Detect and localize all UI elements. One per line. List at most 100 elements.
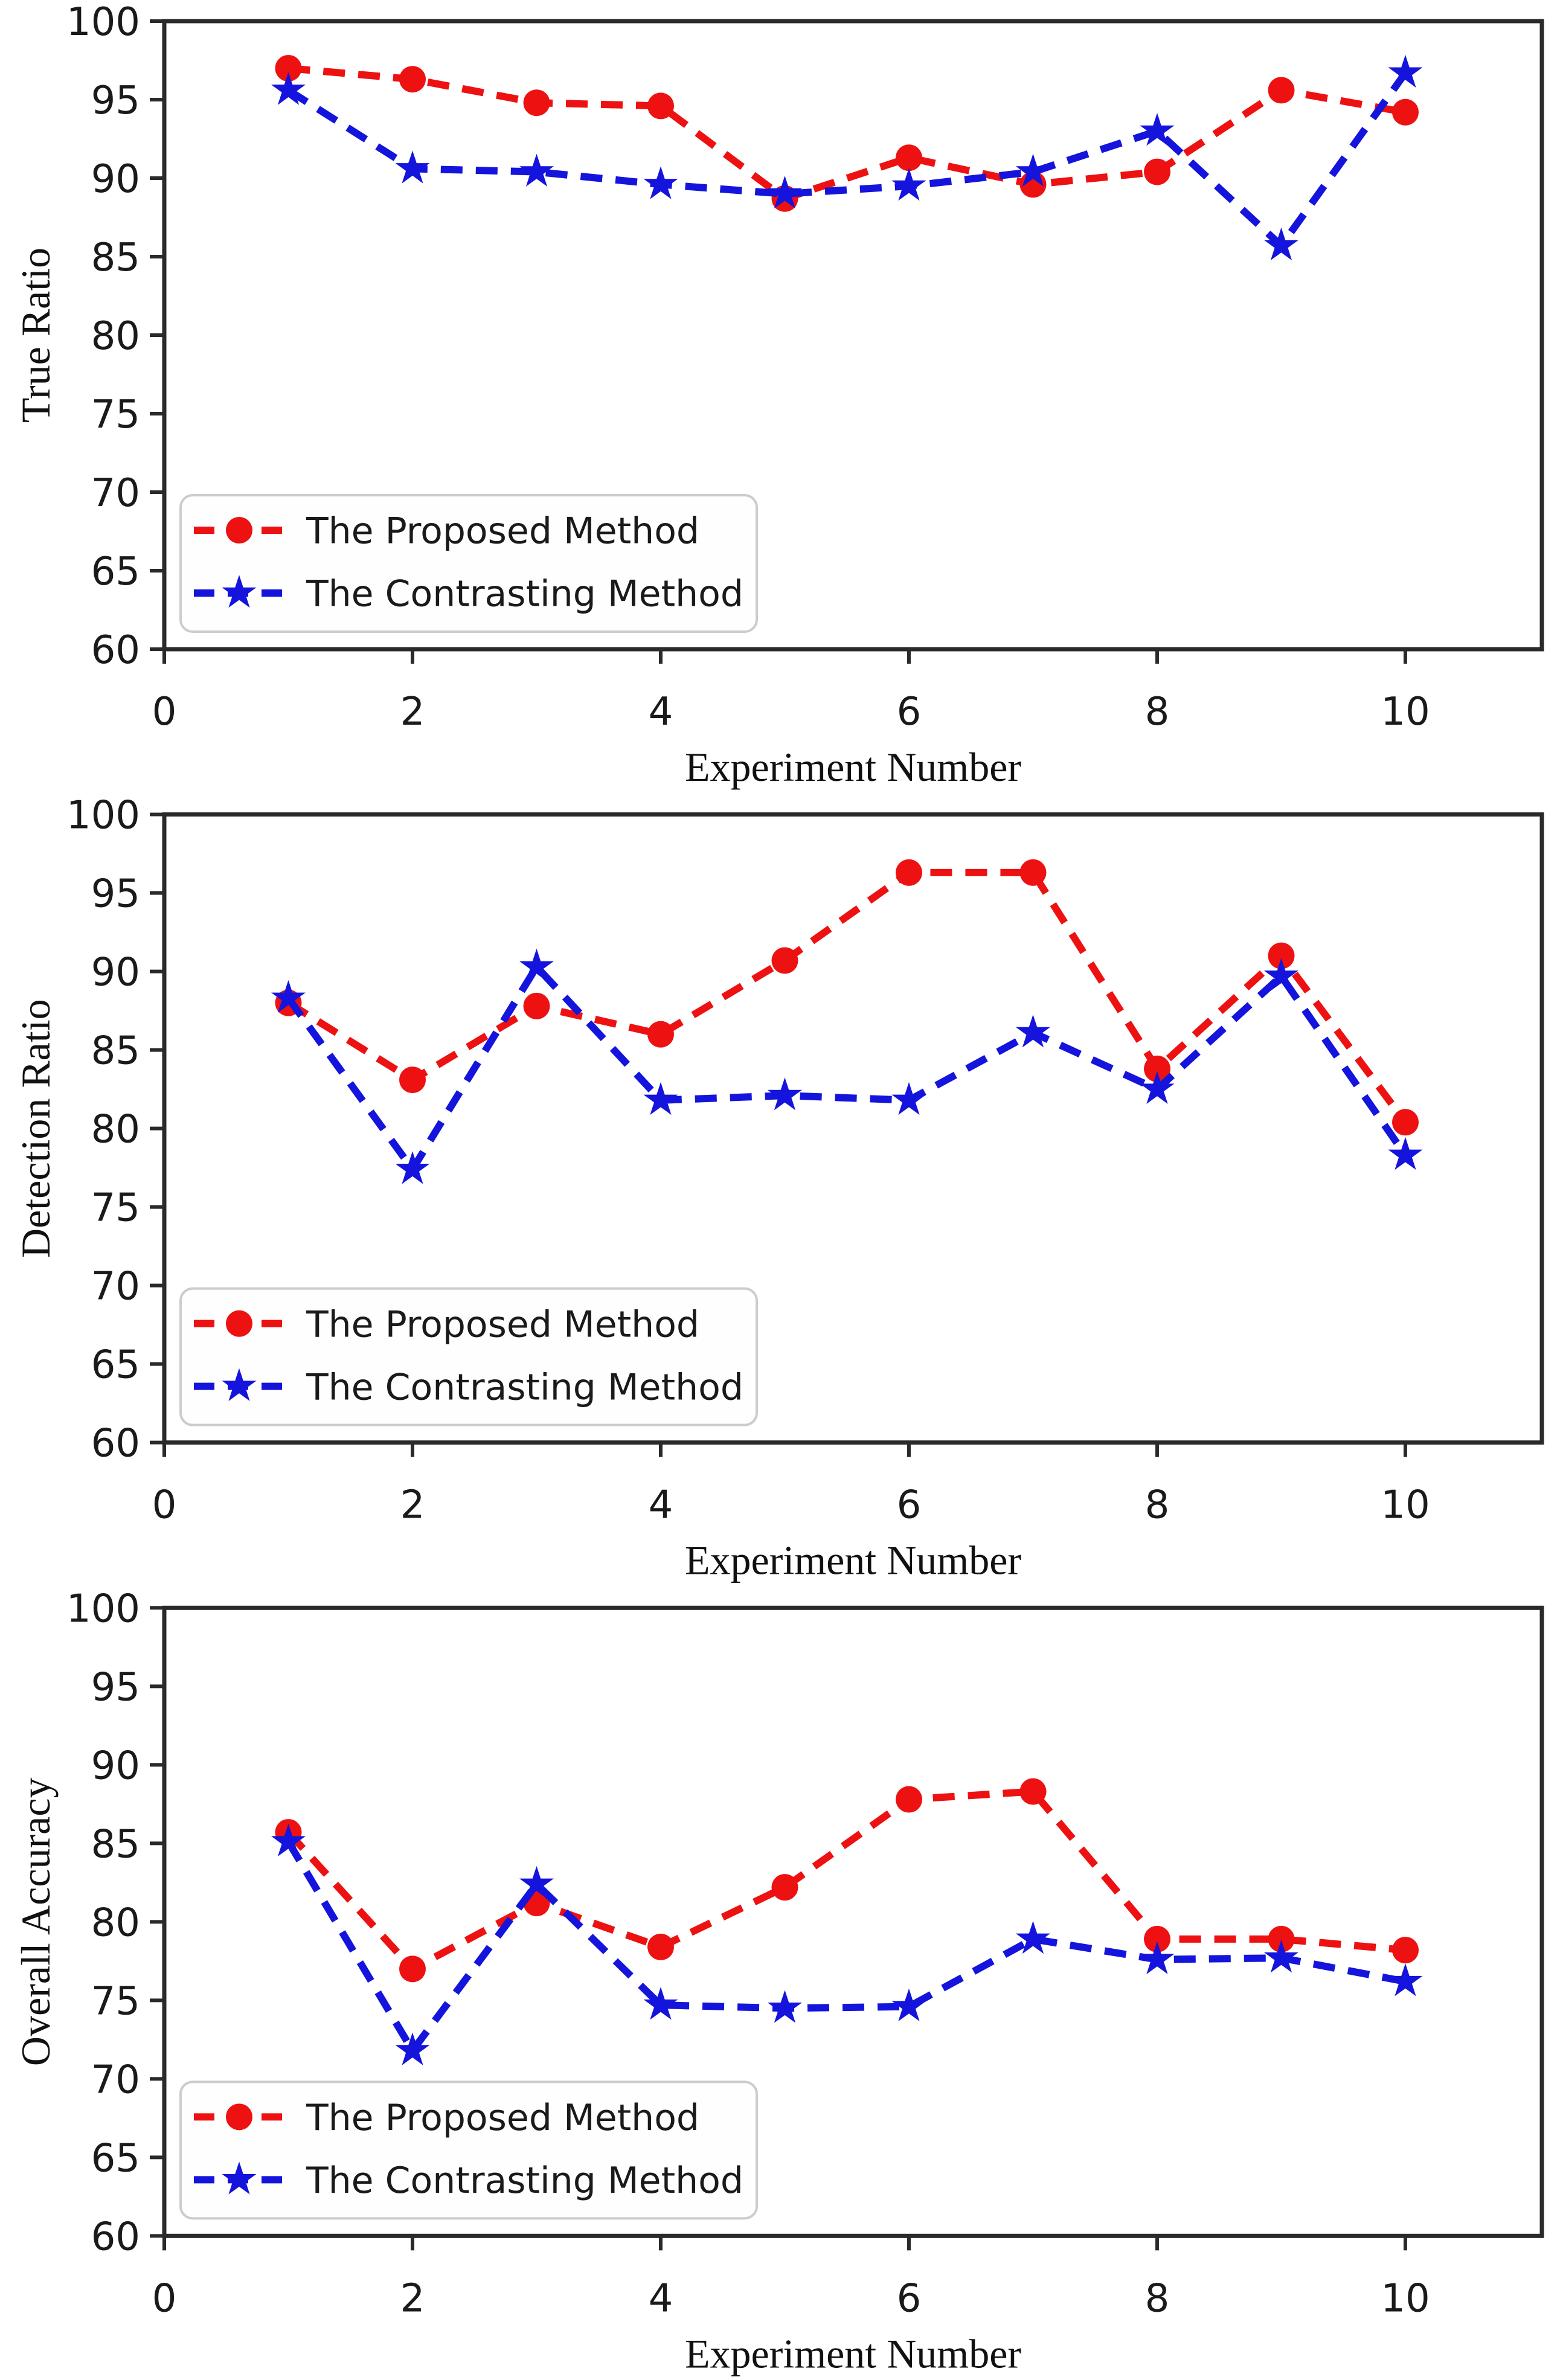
y-tick-label: 90 [91,1743,140,1788]
data-point-marker-star [643,166,678,199]
legend-entry-label: The Contrasting Method [306,2160,743,2202]
x-tick-label: 8 [1145,1483,1170,1528]
x-tick-label: 0 [152,1483,177,1528]
data-point-marker-circle [1392,98,1419,126]
y-tick-label: 95 [91,872,140,917]
data-point-marker-star [891,1082,926,1115]
data-point-marker-circle [523,992,550,1019]
data-point-marker-star [767,176,802,209]
legend-box [179,2080,758,2220]
the-contrasting-method-line [286,71,1408,251]
x-tick-label: 6 [897,690,922,734]
data-point-marker-circle [647,1021,674,1048]
data-point-marker-star [1140,113,1175,146]
legend-marker-star-icon [222,1368,257,1401]
data-point-marker-star [271,72,306,105]
y-tick-label: 100 [66,1586,140,1631]
y-tick-label: 85 [91,1029,140,1074]
data-point-marker-circle [896,859,922,886]
y-tick-label: 85 [91,236,140,280]
legend-marker-star-icon [222,575,257,608]
x-axis-title: Experiment Number [685,744,1021,790]
data-point-marker-star [891,1988,926,2022]
the-proposed-method-line [286,868,1408,1124]
data-point-marker-circle [1268,77,1295,104]
y-axis-title: True Ratio [13,248,59,423]
x-axis-title: Experiment Number [685,1538,1021,1583]
y-tick-label: 90 [91,157,140,202]
y-tick-label: 60 [91,1422,140,1466]
legend: The Proposed Method The Contrasting Metho… [179,2080,758,2220]
data-point-marker-circle [399,1067,426,1094]
y-tick-label: 60 [91,2215,140,2259]
data-point-marker-star [1388,54,1423,88]
legend-entry-label: The Contrasting Method [306,1366,743,1408]
the-proposed-method-line [287,65,1407,203]
data-point-marker-star [1140,1071,1175,1104]
x-tick-label: 2 [400,690,425,734]
data-point-marker-circle [1144,158,1170,185]
y-tick-label: 70 [91,2058,140,2102]
x-tick-label: 10 [1381,2276,1430,2321]
y-tick-label: 95 [91,79,140,123]
y-tick-label: 65 [91,1343,140,1388]
data-point-marker-circle [399,66,426,93]
x-tick-label: 6 [897,1483,922,1528]
y-tick-label: 95 [91,1665,140,1710]
x-tick-label: 0 [152,690,177,734]
x-tick-label: 4 [649,2276,673,2321]
overall-accuracy-chart-panel: 0 2 4 6 8 10 60 65 70 75 80 85 90 95 100 Experiment Num… [13,1586,1544,2376]
legend-entry-label: The Proposed Method [306,510,699,553]
data-point-marker-circle [771,947,798,974]
data-point-marker-circle [1392,1109,1419,1136]
data-point-marker-star [1015,1015,1050,1048]
data-point-marker-star [395,2032,430,2065]
data-point-marker-star [643,1987,678,2020]
y-tick-label: 80 [91,1108,140,1152]
x-tick-label: 6 [897,2276,922,2321]
data-point-marker-star [519,948,554,982]
y-tick-label: 75 [91,1186,140,1231]
y-tick-label: 65 [91,2136,140,2181]
legend-box [179,1287,758,1426]
y-axis-title: Detection Ratio [13,999,59,1258]
y-tick-label: 75 [91,1979,140,2024]
y-tick-label: 80 [91,314,140,359]
y-axis-title: Overall Accuracy [13,1778,59,2067]
y-tick-label: 60 [91,628,140,673]
y-tick-label: 70 [91,471,140,516]
x-tick-label: 2 [400,1483,425,1528]
data-point-marker-star [1140,1941,1175,1975]
data-point-marker-star [643,1082,678,1115]
legend-marker-circle-icon [226,1310,252,1337]
the-contrasting-method-line [285,1840,1407,2058]
data-point-marker-star [395,150,430,184]
data-point-marker-circle [647,92,674,120]
data-point-marker-circle [1019,859,1047,886]
detection-ratio-chart-panel: 0 2 4 6 8 10 60 65 70 75 80 85 90 95 100 Experiment Num… [13,794,1544,1583]
x-tick-label: 8 [1145,690,1170,734]
legend: The Proposed Method The Contrasting Metho… [179,494,758,633]
data-point-marker-circle [1144,1055,1170,1082]
legend-entry-label: The Proposed Method [306,1303,699,1346]
y-tick-label: 100 [66,794,140,838]
data-point-marker-star [1263,1940,1298,1973]
data-point-marker-circle [1268,1925,1295,1952]
data-point-marker-star [271,1823,306,1857]
data-point-marker-circle [1392,1937,1419,1964]
x-axis-title: Experiment Number [685,2330,1021,2376]
data-point-marker-star [891,168,926,201]
data-point-marker-circle [896,144,922,172]
legend-entry-label: The Contrasting Method [306,573,743,615]
data-point-marker-circle [275,55,302,82]
data-point-marker-star [395,1151,430,1184]
data-point-marker-star [1263,227,1298,261]
data-point-marker-star [1015,153,1050,187]
data-point-marker-circle [771,1874,798,1901]
y-tick-label: 70 [91,1265,140,1309]
x-tick-label: 4 [649,1483,673,1528]
data-point-marker-star [767,1990,802,2023]
data-point-marker-circle [523,89,550,117]
x-tick-label: 8 [1145,2276,1170,2321]
